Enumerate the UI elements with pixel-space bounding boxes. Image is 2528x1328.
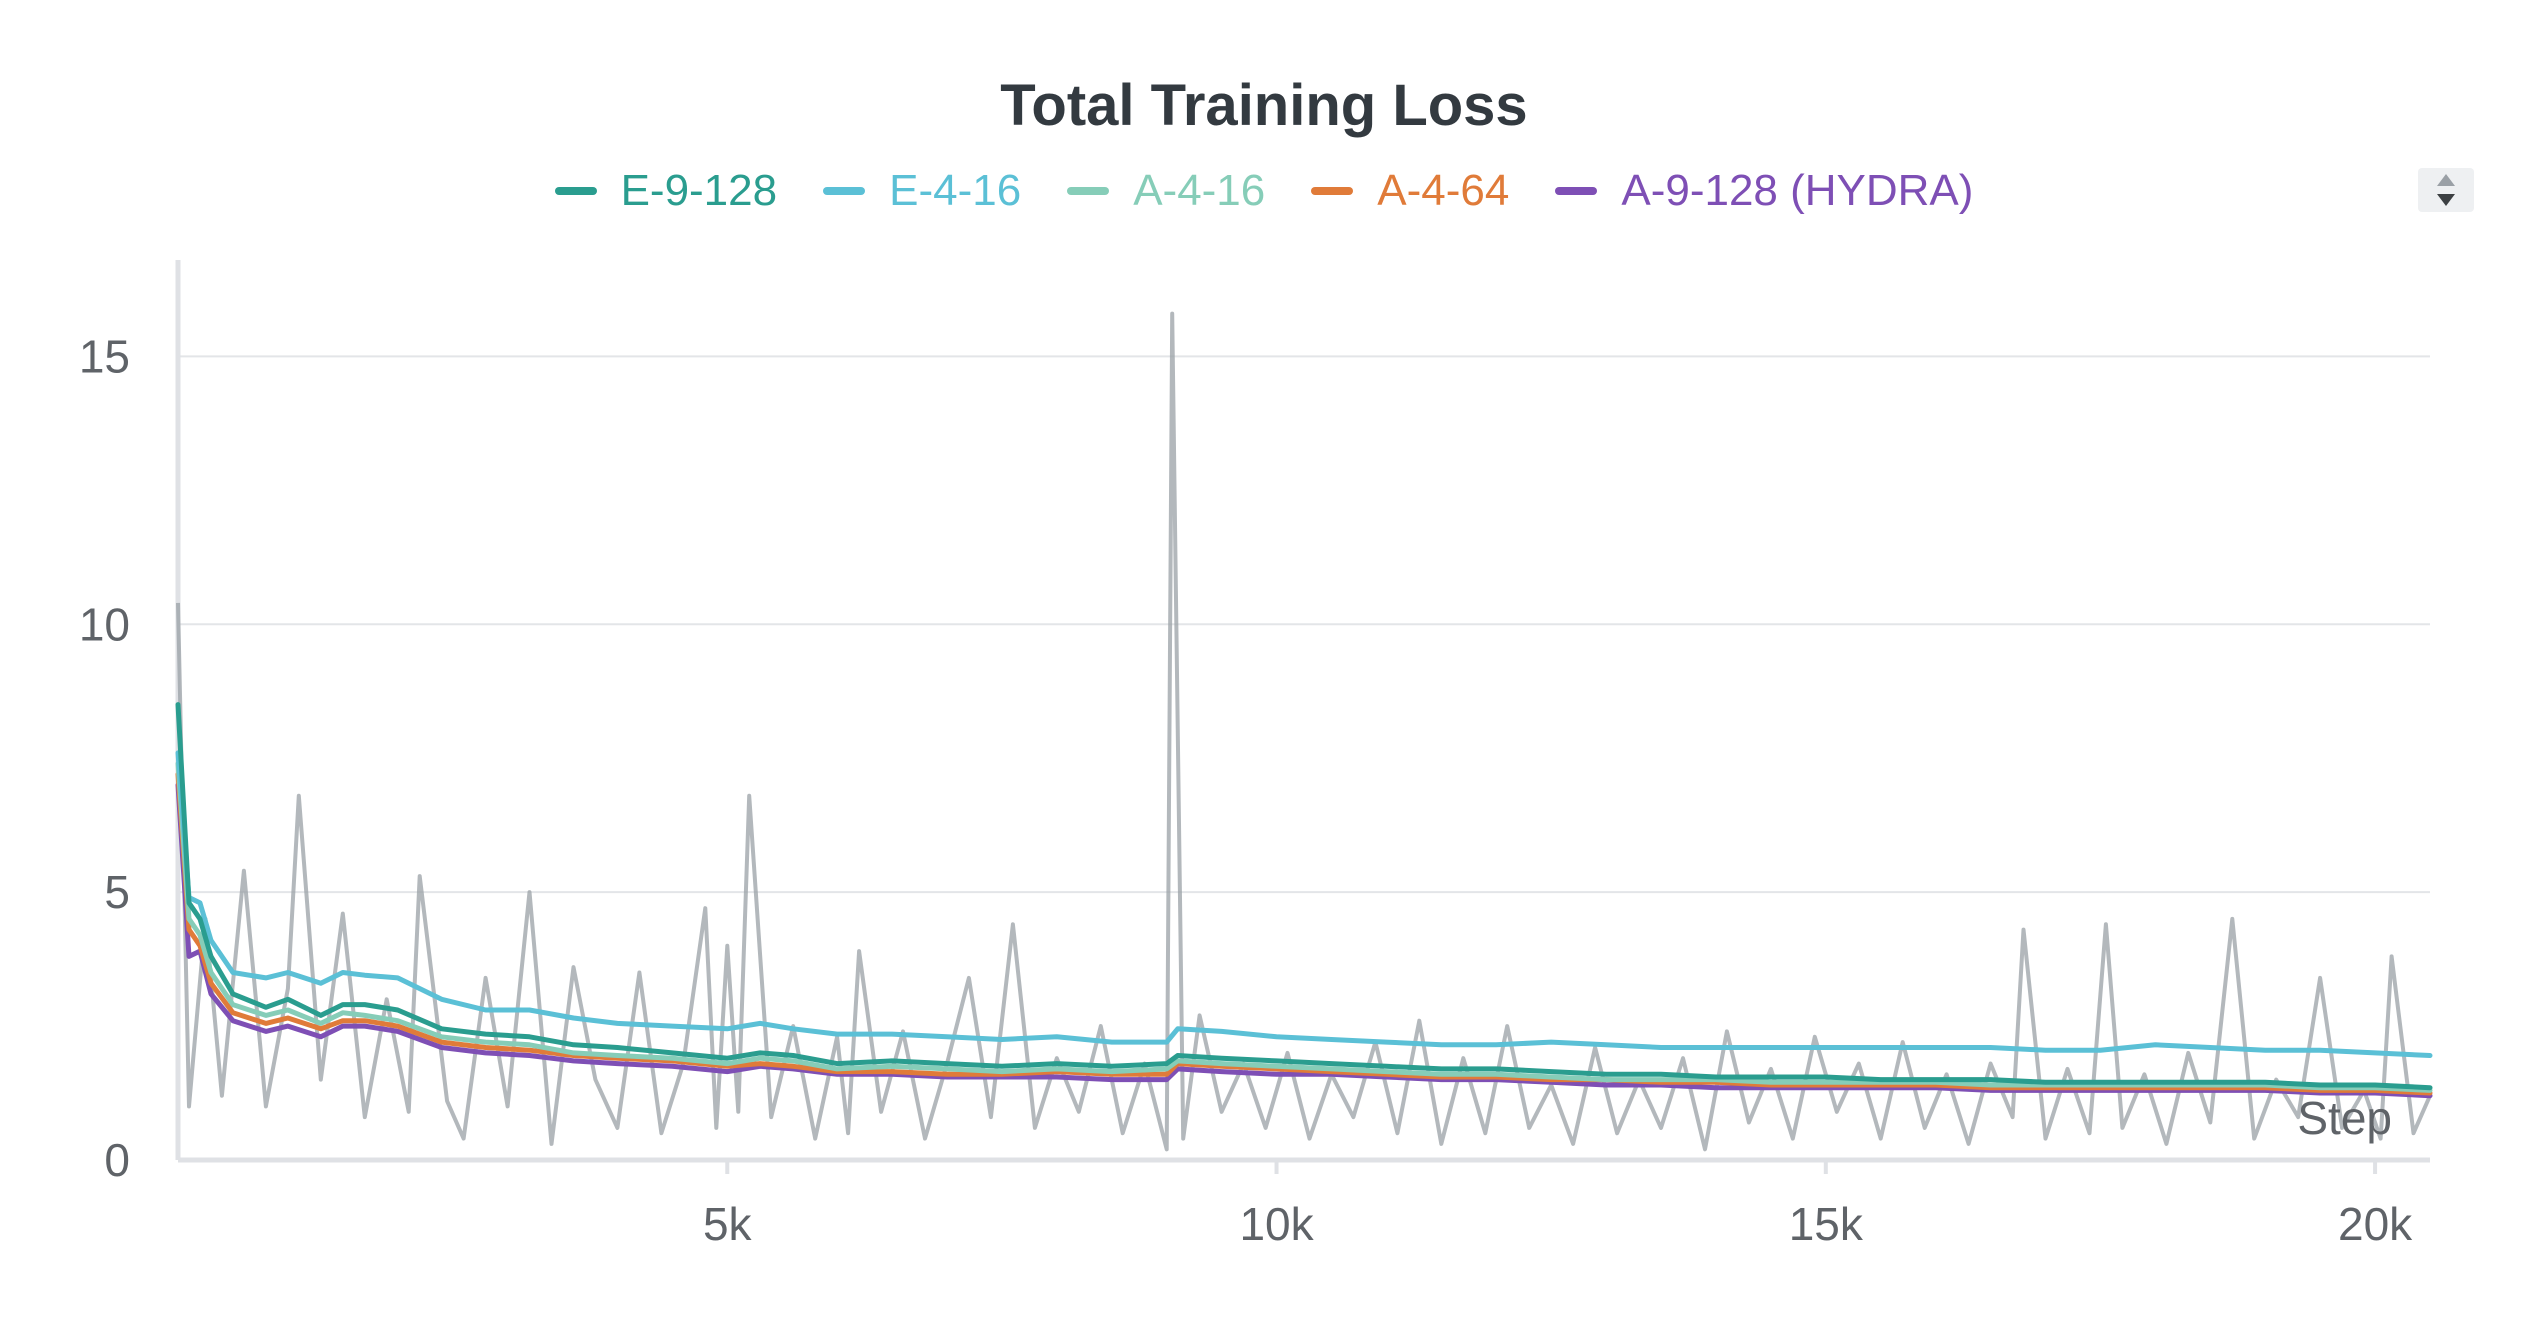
legend-item[interactable]: E-4-16: [823, 166, 1021, 216]
series-line-e-9-128[interactable]: [175, 702, 2433, 1091]
series-line-e-4-16[interactable]: [175, 750, 2433, 1058]
legend-swatch: [1067, 187, 1110, 195]
legend-swatch: [554, 187, 597, 195]
legend-label: A-9-128 (HYDRA): [1621, 166, 1974, 215]
x-tick-label: 10k: [1239, 1198, 1314, 1250]
x-tick-label: 20k: [2338, 1198, 2413, 1250]
legend-label: A-4-16: [1133, 166, 1266, 215]
legend-item[interactable]: A-9-128 (HYDRA): [1555, 166, 1973, 216]
y-tick-label: 5: [104, 866, 130, 918]
legend-item[interactable]: A-4-16: [1067, 166, 1265, 216]
raw-loss-line: [176, 311, 2432, 1152]
legend-swatch: [1555, 187, 1598, 195]
legend-swatch: [823, 187, 866, 195]
legend-label: E-9-128: [620, 166, 778, 215]
x-tick-label: 15k: [1789, 1198, 1864, 1250]
series-line-a-4-64[interactable]: [175, 771, 2433, 1096]
series-line-a-4-16[interactable]: [175, 761, 2433, 1093]
y-tick-label: 15: [79, 330, 130, 382]
legend-swatch: [1311, 187, 1354, 195]
legend-label: A-4-64: [1377, 166, 1510, 215]
chevron-up-icon: [2437, 174, 2455, 186]
chart-title: Total Training Loss: [1000, 73, 1528, 138]
legend-item[interactable]: A-4-64: [1311, 166, 1509, 216]
series-line-a-9-128-hydra[interactable]: [175, 782, 2433, 1099]
chevron-down-icon: [2437, 194, 2455, 206]
legend-label: E-4-16: [889, 166, 1022, 215]
y-tick-label: 0: [104, 1134, 130, 1186]
x-axis-label: Step: [2297, 1092, 2392, 1144]
legend-item[interactable]: E-9-128: [554, 166, 778, 216]
x-tick-label: 5k: [703, 1198, 753, 1250]
legend: E-9-128 E-4-16 A-4-16 A-4-64 A-9-128 (HYDRA): [0, 166, 2528, 216]
legend-scroll-button[interactable]: [2418, 168, 2474, 212]
y-tick-label: 10: [79, 598, 130, 650]
